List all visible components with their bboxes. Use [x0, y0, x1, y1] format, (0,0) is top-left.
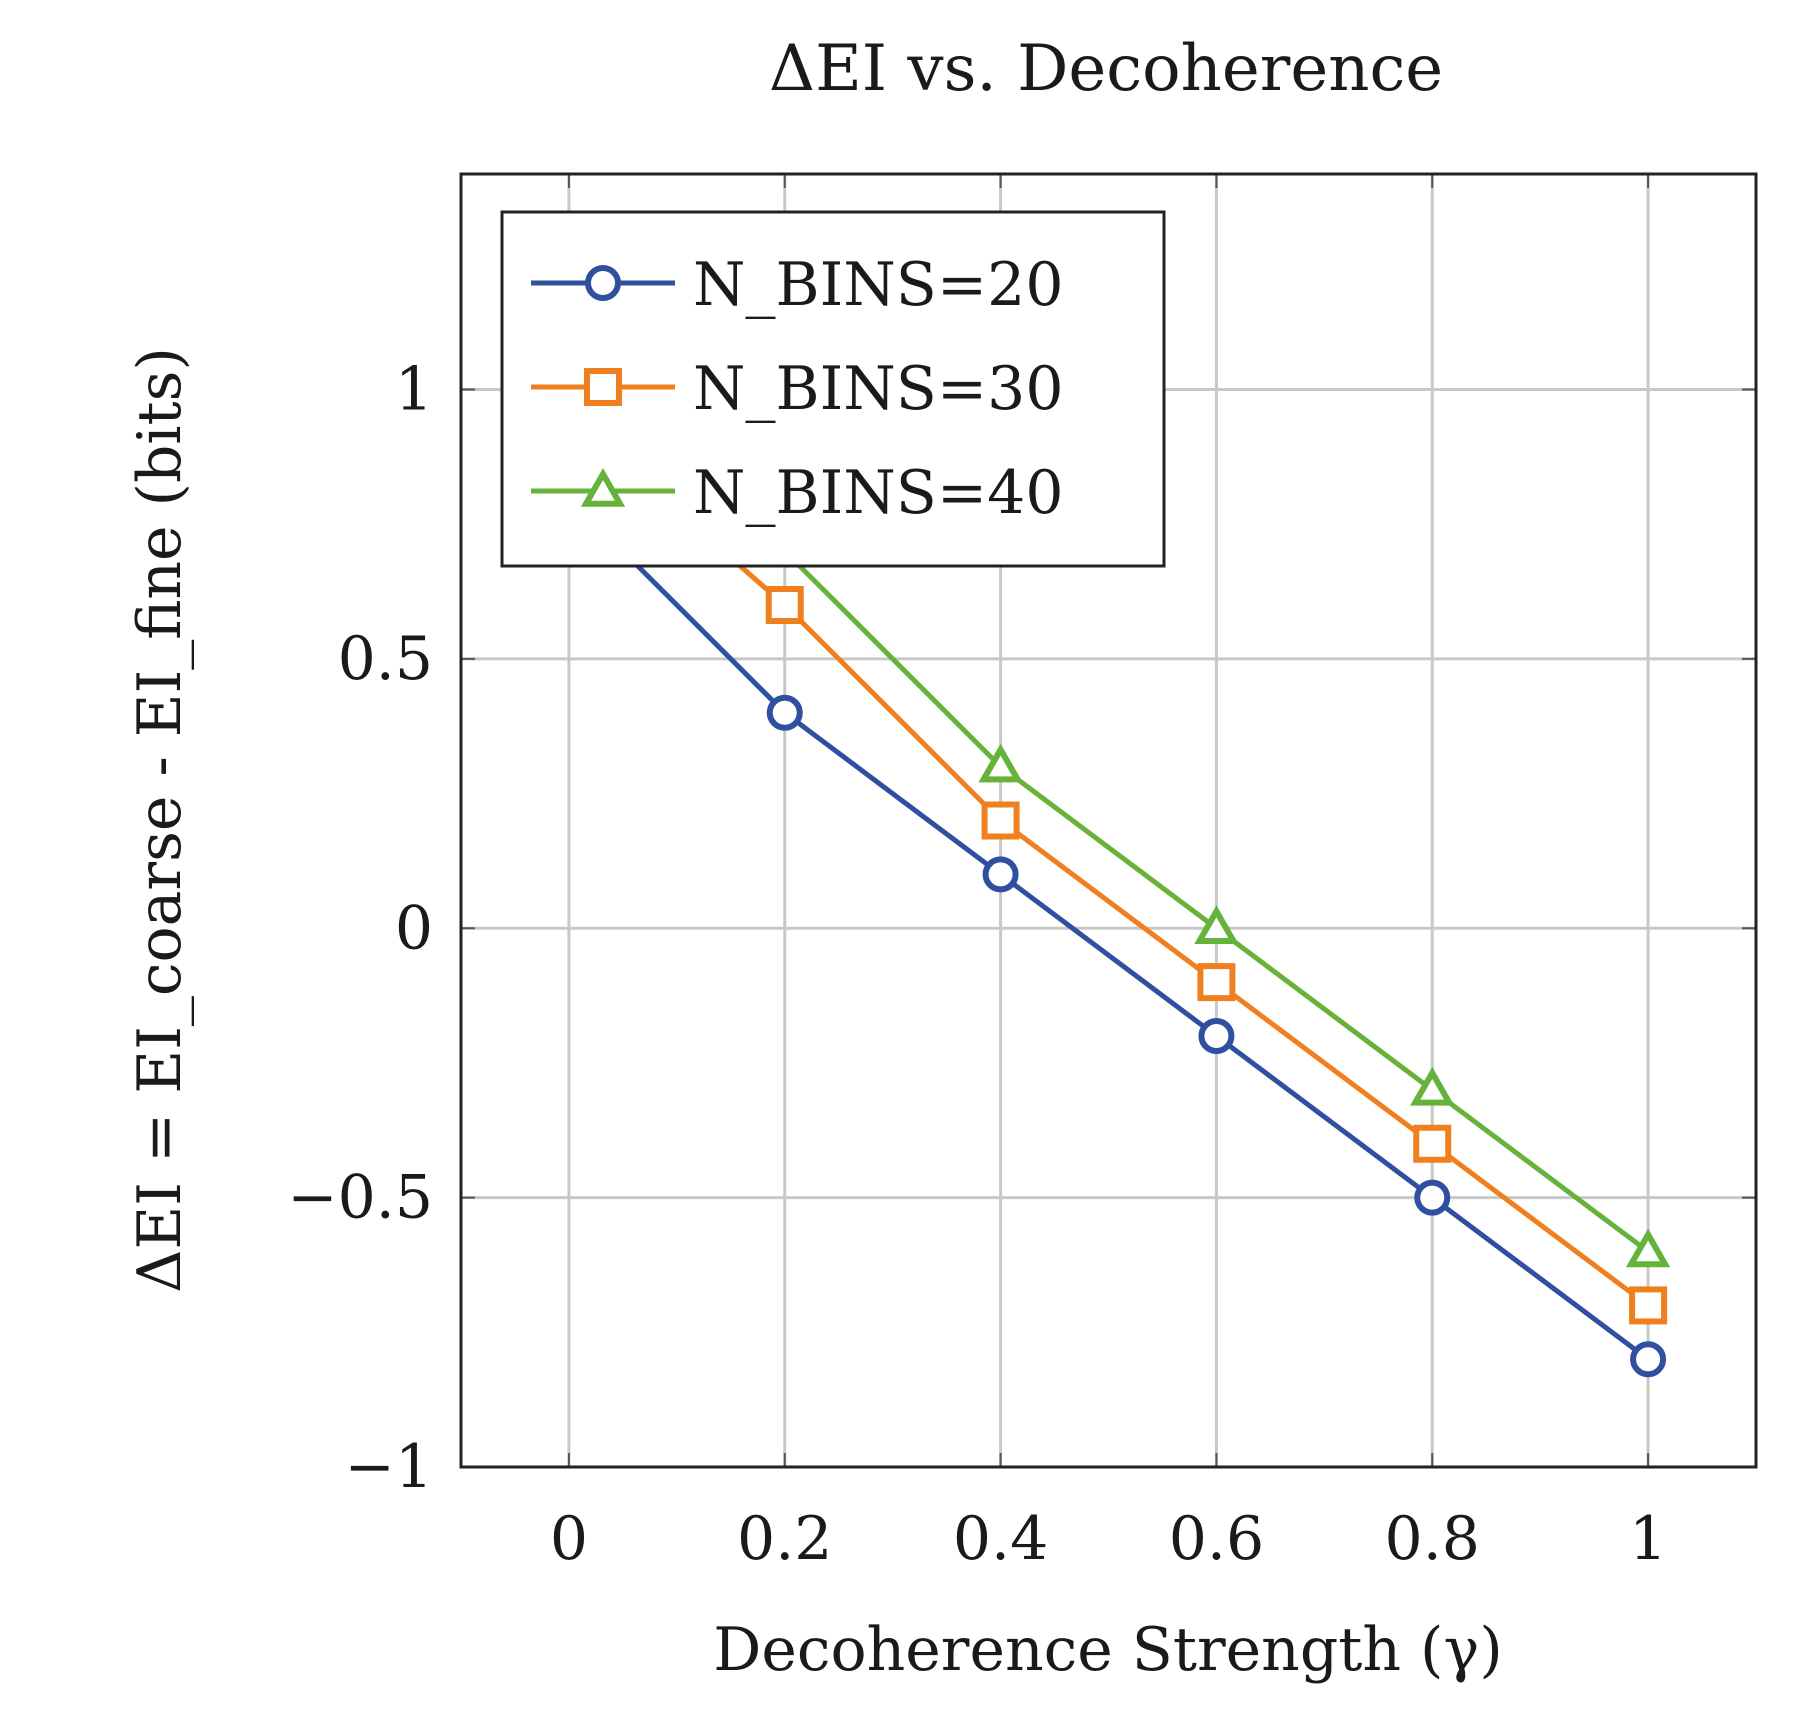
- x-tick-labels: 0 0.2 0.4 0.6 0.8 1: [550, 1504, 1667, 1574]
- series-line: [567, 495, 1650, 1362]
- data-point: [766, 694, 803, 731]
- series-line: [567, 414, 1650, 1308]
- x-tick-label: 0.8: [1385, 1504, 1480, 1574]
- data-point: [1413, 1124, 1452, 1163]
- legend-entry-2: N_BINS=40: [531, 458, 1064, 528]
- chart-title: ΔEI vs. Decoherence: [769, 32, 1443, 106]
- data-point: [1625, 1228, 1671, 1268]
- data-point: [1197, 963, 1236, 1002]
- legend-label: N_BINS=40: [693, 458, 1064, 528]
- data-point: [1414, 1179, 1451, 1216]
- legend-entry-1: N_BINS=30: [531, 354, 1064, 424]
- y-tick-label: −0.5: [287, 1163, 433, 1233]
- y-axis-label: ΔEI = EI_coarse - EI_fine (bits): [125, 347, 195, 1293]
- legend-label: N_BINS=30: [693, 354, 1064, 424]
- data-point: [1198, 1018, 1235, 1054]
- data-point: [1194, 905, 1239, 944]
- y-tick-label: 0.5: [338, 624, 433, 694]
- data-point: [1410, 1066, 1455, 1106]
- x-tick-label: 1: [1629, 1504, 1667, 1574]
- y-tick-label: 0: [395, 893, 433, 963]
- legend-entry-0: N_BINS=20: [531, 250, 1064, 320]
- data-point: [765, 586, 804, 624]
- legend: N_BINS=20 N_BINS=30 N_BINS=40: [500, 210, 1166, 568]
- y-tick-label: 1: [395, 355, 433, 425]
- series-0: [550, 479, 1667, 1378]
- legend-marker: [584, 368, 622, 406]
- y-tick-labels: −1 −0.5 0 0.5 1: [287, 355, 433, 1503]
- legend-marker: [585, 265, 621, 301]
- data-point: [981, 801, 1020, 840]
- data-point: [978, 743, 1023, 783]
- x-axis-label: Decoherence Strength (γ): [713, 1615, 1502, 1685]
- series-1: [549, 397, 1668, 1325]
- x-tick-label: 0.4: [953, 1504, 1048, 1574]
- legend-marker: [580, 467, 626, 507]
- data-point: [1629, 1286, 1668, 1325]
- x-tick-label: 0.6: [1169, 1504, 1264, 1574]
- y-tick-label: −1: [345, 1432, 433, 1502]
- plot-frame: [459, 172, 1758, 1469]
- data-point: [982, 856, 1019, 893]
- data-point: [1630, 1341, 1667, 1378]
- x-tick-label: 0: [550, 1504, 588, 1574]
- x-tick-label: 0.2: [737, 1504, 832, 1574]
- legend-label: N_BINS=20: [693, 250, 1064, 320]
